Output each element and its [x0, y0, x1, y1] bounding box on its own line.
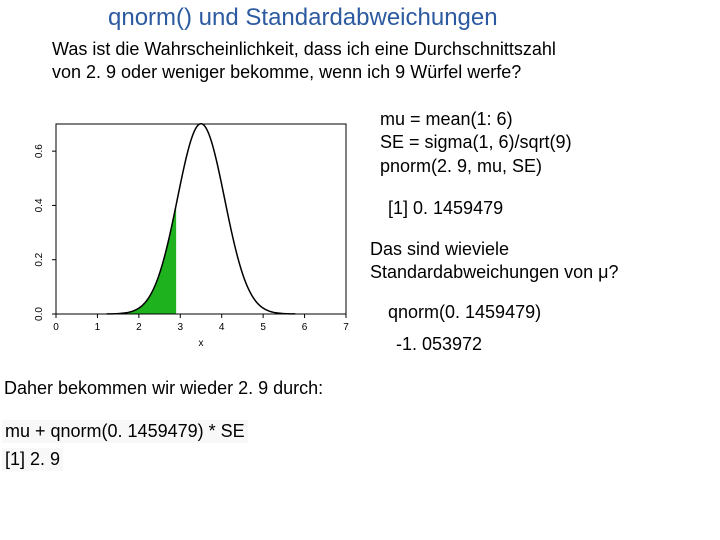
code-2: qnorm(0. 1459479) — [388, 302, 541, 323]
output-1: [1] 0. 1459479 — [388, 198, 503, 219]
output-3: [1] 2. 9 — [2, 448, 63, 471]
svg-text:4: 4 — [219, 322, 225, 333]
conclusion-text: Daher bekommen wir wieder 2. 9 durch: — [4, 378, 323, 399]
question-2: Das sind wieviele Standardabweichungen v… — [370, 238, 700, 285]
svg-text:2: 2 — [136, 322, 142, 333]
svg-text:6: 6 — [302, 322, 308, 333]
page-title: qnorm() und Standardabweichungen — [108, 4, 498, 32]
density-chart: 0 1 2 3 4 5 6 7 x 0.0 0.2 0.4 0.6 — [6, 114, 356, 354]
svg-text:5: 5 — [260, 322, 266, 333]
svg-text:0.6: 0.6 — [34, 144, 45, 158]
svg-text:0.4: 0.4 — [34, 198, 45, 212]
formula-line-1: mu = mean(1: 6) — [380, 108, 572, 131]
question-text: Was ist die Wahrscheinlichkeit, dass ich… — [52, 38, 582, 83]
svg-text:x: x — [199, 338, 204, 349]
formula-line-3: pnorm(2. 9, mu, SE) — [380, 155, 572, 178]
formula-block: mu = mean(1: 6) SE = sigma(1, 6)/sqrt(9)… — [380, 108, 572, 178]
svg-text:7: 7 — [343, 322, 349, 333]
question-2b: Standardabweichungen von μ? — [370, 261, 700, 284]
formula-line-2: SE = sigma(1, 6)/sqrt(9) — [380, 131, 572, 154]
svg-text:0.2: 0.2 — [34, 252, 45, 266]
output-2: -1. 053972 — [396, 334, 482, 355]
svg-text:0.0: 0.0 — [34, 307, 45, 321]
code-3: mu + qnorm(0. 1459479) * SE — [2, 420, 248, 443]
svg-text:1: 1 — [95, 322, 101, 333]
svg-text:3: 3 — [178, 322, 184, 333]
svg-text:0: 0 — [53, 322, 59, 333]
question-2a: Das sind wieviele — [370, 238, 700, 261]
